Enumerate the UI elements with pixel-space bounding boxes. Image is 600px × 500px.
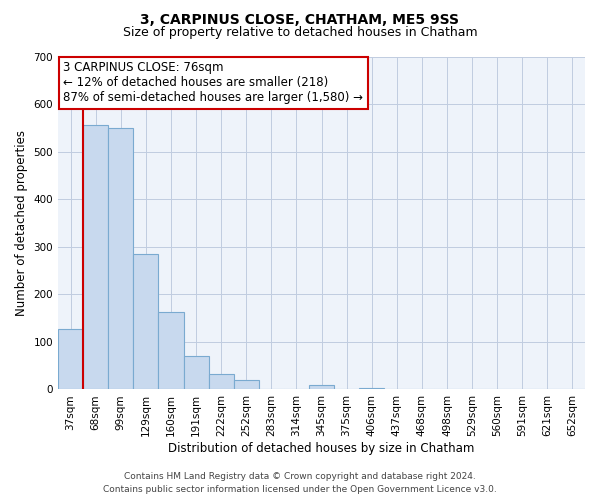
Text: Contains HM Land Registry data © Crown copyright and database right 2024.
Contai: Contains HM Land Registry data © Crown c… <box>103 472 497 494</box>
Bar <box>233 380 259 390</box>
Bar <box>184 356 209 390</box>
Bar <box>58 328 83 390</box>
Y-axis label: Number of detached properties: Number of detached properties <box>15 130 28 316</box>
Bar <box>209 374 233 390</box>
Text: Size of property relative to detached houses in Chatham: Size of property relative to detached ho… <box>122 26 478 39</box>
Bar <box>133 254 158 390</box>
Bar <box>158 312 184 390</box>
Bar <box>108 128 133 390</box>
Bar <box>309 385 334 390</box>
Bar <box>359 388 384 390</box>
Text: 3, CARPINUS CLOSE, CHATHAM, ME5 9SS: 3, CARPINUS CLOSE, CHATHAM, ME5 9SS <box>140 12 460 26</box>
Text: 3 CARPINUS CLOSE: 76sqm
← 12% of detached houses are smaller (218)
87% of semi-d: 3 CARPINUS CLOSE: 76sqm ← 12% of detache… <box>64 62 364 104</box>
Bar <box>83 124 108 390</box>
X-axis label: Distribution of detached houses by size in Chatham: Distribution of detached houses by size … <box>169 442 475 455</box>
